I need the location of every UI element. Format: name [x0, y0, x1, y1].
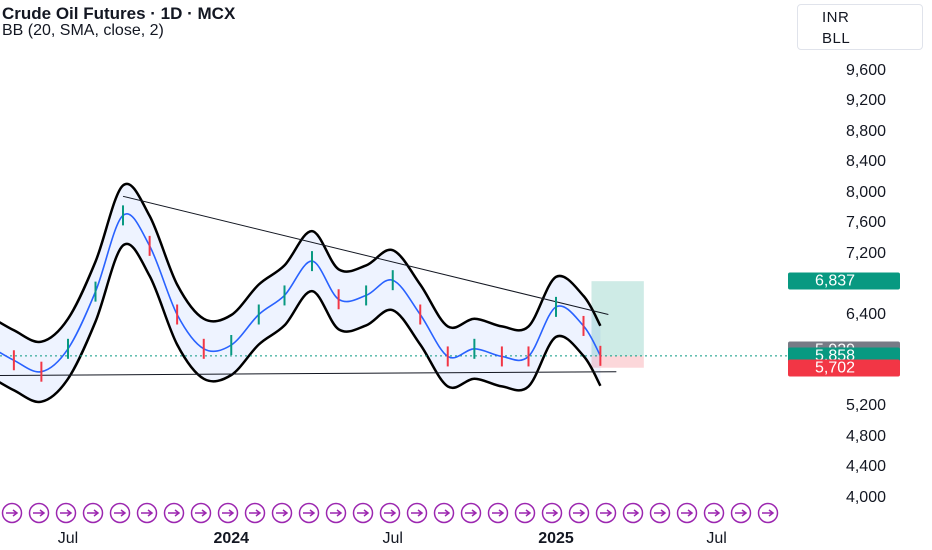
- event-marker-arrow: [6, 509, 19, 517]
- x-tick-label: 2025: [538, 530, 574, 547]
- stop-zone: [591, 355, 644, 368]
- event-marker-arrow: [384, 509, 397, 517]
- lower-band: [0, 242, 602, 404]
- event-marker-arrow: [357, 509, 370, 517]
- x-tick-label: Jul: [57, 530, 79, 547]
- event-marker-arrow: [168, 509, 181, 517]
- event-marker: [28, 502, 50, 524]
- event-marker-arrow: [465, 509, 478, 517]
- y-tick-label: 4,000: [845, 488, 886, 506]
- event-marker: [217, 502, 239, 524]
- event-marker: [271, 502, 293, 524]
- event-marker-arrow: [654, 509, 667, 517]
- target-zone: [591, 281, 644, 356]
- event-marker: [676, 502, 698, 524]
- event-marker-arrow: [600, 509, 613, 517]
- y-tick-label: 4,400: [845, 458, 886, 475]
- position-zones: [591, 281, 644, 368]
- event-markers: [1, 502, 779, 524]
- event-marker-arrow: [222, 509, 235, 517]
- event-marker-arrow: [195, 509, 208, 517]
- event-marker: [622, 502, 644, 524]
- event-marker: [55, 502, 77, 524]
- event-marker-arrow: [249, 509, 262, 517]
- event-marker: [487, 502, 509, 524]
- y-tick-label: 8,800: [845, 122, 886, 140]
- event-marker-arrow: [276, 509, 289, 517]
- event-marker-arrow: [546, 509, 559, 517]
- event-marker-arrow: [33, 509, 46, 517]
- event-marker-arrow: [519, 509, 532, 517]
- bollinger-bands: [0, 182, 602, 404]
- event-marker-arrow: [735, 509, 748, 517]
- price-series: [0, 205, 602, 382]
- y-tick-label: 9,200: [845, 92, 886, 109]
- y-tick-label: 8,400: [845, 153, 886, 170]
- event-marker: [244, 502, 266, 524]
- event-marker: [595, 502, 617, 524]
- event-marker: [406, 502, 428, 524]
- event-marker: [379, 502, 401, 524]
- event-marker: [703, 502, 725, 524]
- y-tick-label: 8,000: [845, 183, 886, 201]
- event-marker-arrow: [762, 509, 775, 517]
- event-marker-arrow: [141, 509, 154, 517]
- event-marker: [649, 502, 671, 524]
- event-marker: [433, 502, 455, 524]
- event-marker: [730, 502, 752, 524]
- indicator-label[interactable]: BB (20, SMA, close, 2): [2, 22, 164, 39]
- x-tick-label: 2024: [213, 530, 250, 547]
- unit-label[interactable]: BLL: [822, 30, 851, 47]
- trendlines: [0, 195, 788, 376]
- price-badge: 6,837: [788, 272, 900, 290]
- event-marker: [298, 502, 320, 524]
- event-marker-arrow: [627, 509, 640, 517]
- event-marker-arrow: [573, 509, 586, 517]
- price-badge: 5,702: [788, 359, 900, 377]
- event-marker-arrow: [438, 509, 451, 517]
- y-tick-label: 4,800: [845, 427, 886, 445]
- y-tick-label: 6,400: [845, 305, 886, 323]
- event-marker-arrow: [492, 509, 505, 517]
- event-marker-arrow: [681, 509, 694, 517]
- event-marker: [82, 502, 104, 524]
- event-marker: [568, 502, 590, 524]
- event-marker: [325, 502, 347, 524]
- event-marker-arrow: [87, 509, 100, 517]
- event-marker-arrow: [303, 509, 316, 517]
- currency-label[interactable]: INR: [822, 9, 850, 26]
- event-marker: [190, 502, 212, 524]
- event-marker-arrow: [411, 509, 424, 517]
- event-marker: [352, 502, 374, 524]
- event-marker: [1, 502, 23, 524]
- event-marker-arrow: [114, 509, 127, 517]
- upper-trendline: [122, 195, 609, 315]
- y-tick-label: 7,600: [845, 214, 886, 231]
- event-marker: [757, 502, 779, 524]
- event-marker-arrow: [708, 509, 721, 517]
- event-marker: [460, 502, 482, 524]
- event-marker-arrow: [330, 509, 343, 517]
- y-tick-label: 7,200: [845, 244, 886, 262]
- event-marker: [109, 502, 131, 524]
- event-marker-arrow: [60, 509, 73, 517]
- upper-band: [0, 182, 602, 344]
- x-tick-label: Jul: [706, 530, 727, 547]
- y-tick-label: 5,200: [845, 397, 886, 414]
- x-tick-label: Jul: [382, 530, 403, 547]
- chart-title: Crude Oil Futures · 1D · MCX: [2, 4, 236, 23]
- lower-trendline: [0, 371, 617, 376]
- event-marker: [136, 502, 158, 524]
- currency-unit-selector[interactable]: INR BLL: [797, 4, 923, 50]
- event-marker: [163, 502, 185, 524]
- band-fill: [0, 183, 601, 402]
- event-marker: [514, 502, 536, 524]
- event-marker: [541, 502, 563, 524]
- y-tick-label: 9,600: [845, 61, 886, 79]
